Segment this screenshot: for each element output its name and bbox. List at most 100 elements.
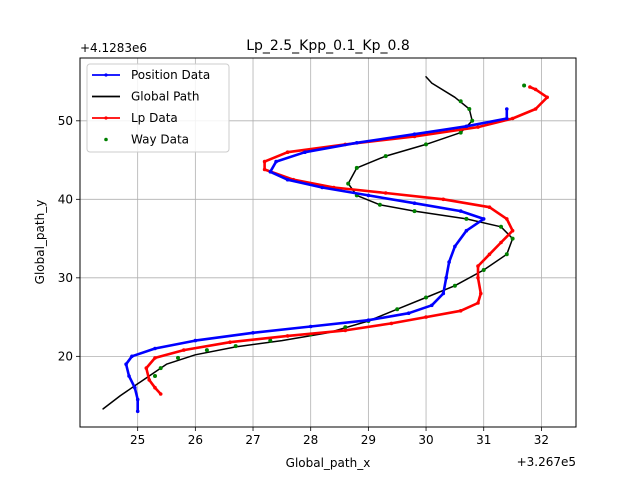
y-tick-label: 30: [58, 271, 73, 285]
x-tick-label: 29: [361, 433, 376, 447]
data-point-way-data: [412, 209, 417, 214]
data-point-position-data: [505, 107, 509, 111]
x-tick-label: 31: [476, 433, 491, 447]
legend-entry-lp-data: Lp Data: [92, 111, 178, 125]
data-point-position-data: [464, 124, 469, 129]
data-point-position-data: [193, 338, 198, 343]
data-point-position-data: [481, 217, 486, 221]
data-point-way-data: [510, 236, 515, 241]
data-point-lp-data: [487, 252, 492, 257]
data-point-way-data: [424, 142, 428, 147]
data-point-way-data: [233, 344, 238, 349]
data-point-lp-data: [476, 301, 480, 305]
x-offset-label: +3.267e5: [517, 455, 576, 469]
legend-label: Lp Data: [131, 111, 178, 125]
data-point-position-data: [447, 260, 451, 264]
data-point-position-data: [308, 324, 313, 329]
series-position-data: [124, 107, 509, 414]
data-point-way-data: [522, 83, 527, 88]
data-point-way-data: [452, 283, 457, 288]
data-point-lp-data: [528, 85, 532, 89]
data-point-position-data: [251, 331, 255, 335]
legend-marker: [104, 73, 108, 77]
data-point-lp-data: [441, 197, 446, 202]
data-point-position-data: [430, 303, 434, 308]
data-point-lp-data: [487, 205, 492, 209]
data-point-position-data: [135, 397, 140, 402]
data-point-position-data: [127, 374, 131, 378]
data-point-lp-data: [476, 276, 480, 280]
data-point-way-data: [458, 130, 463, 135]
y-tick-label: 20: [58, 349, 73, 363]
data-point-lp-data: [499, 240, 503, 245]
legend-entry-way-data: Way Data: [104, 133, 189, 147]
data-point-position-data: [133, 385, 137, 390]
data-point-position-data: [412, 201, 417, 205]
data-point-lp-data: [476, 264, 480, 268]
data-point-position-data: [268, 170, 273, 174]
data-point-position-data: [285, 177, 290, 182]
data-point-lp-data: [545, 95, 549, 100]
data-point-way-data: [343, 325, 348, 330]
data-point-way-data: [158, 366, 163, 371]
data-point-lp-data: [285, 334, 290, 338]
data-point-way-data: [268, 338, 273, 343]
data-point-lp-data: [262, 159, 267, 164]
series-way-data: [153, 83, 527, 378]
legend-label: Way Data: [131, 133, 189, 147]
data-point-position-data: [303, 150, 307, 154]
series-layer: [102, 76, 549, 414]
data-point-way-data: [346, 181, 351, 186]
data-point-position-data: [464, 228, 469, 233]
data-point-way-data: [395, 307, 400, 312]
series-lp-data: [144, 85, 549, 396]
y-tick-label: 40: [58, 192, 73, 206]
plot-frame: [79, 57, 577, 428]
data-point-way-data: [481, 268, 486, 272]
data-point-lp-data: [228, 340, 232, 345]
legend-marker: [104, 137, 108, 142]
data-point-position-data: [453, 244, 457, 249]
x-tick-label: 28: [303, 433, 318, 447]
data-point-position-data: [505, 116, 509, 121]
series-line-position-data: [124, 107, 509, 413]
data-point-lp-data: [158, 392, 163, 396]
data-point-way-data: [354, 165, 359, 170]
data-point-lp-data: [343, 328, 348, 333]
data-point-lp-data: [262, 167, 267, 172]
data-point-way-data: [204, 348, 209, 353]
data-point-position-data: [124, 362, 128, 367]
data-point-position-data: [274, 159, 278, 164]
data-point-lp-data: [153, 356, 157, 360]
x-tick-label: 25: [130, 433, 145, 447]
data-point-lp-data: [383, 191, 388, 195]
x-tick-label: 30: [418, 433, 433, 447]
x-tick-label: 26: [188, 433, 203, 447]
data-point-lp-data: [285, 150, 290, 154]
chart-title: Lp_2.5_Kpp_0.1_Kp_0.8: [246, 38, 410, 54]
data-point-position-data: [153, 346, 157, 351]
data-point-position-data: [458, 209, 463, 213]
data-point-lp-data: [510, 228, 515, 233]
y-tick-label: 50: [58, 114, 73, 128]
data-point-way-data: [499, 224, 503, 229]
ticks: 25 26 27 28 29 30 31 32 20 30 40 50: [58, 114, 549, 447]
data-point-lp-data: [458, 309, 463, 313]
data-point-position-data: [355, 141, 359, 145]
data-point-lp-data: [389, 321, 394, 326]
y-offset-label: +4.1283e6: [80, 41, 147, 55]
grid: [80, 58, 576, 427]
data-point-way-data: [383, 154, 388, 159]
data-point-lp-data: [476, 125, 480, 129]
data-point-lp-data: [144, 366, 149, 370]
data-point-way-data: [424, 295, 428, 300]
data-point-lp-data: [505, 217, 509, 221]
data-point-position-data: [366, 318, 371, 323]
data-point-position-data: [366, 193, 371, 198]
x-tick-label: 32: [534, 433, 549, 447]
data-point-lp-data: [479, 291, 483, 296]
data-point-lp-data: [153, 385, 157, 390]
data-point-lp-data: [533, 87, 538, 92]
legend-label: Global Path: [131, 90, 199, 104]
